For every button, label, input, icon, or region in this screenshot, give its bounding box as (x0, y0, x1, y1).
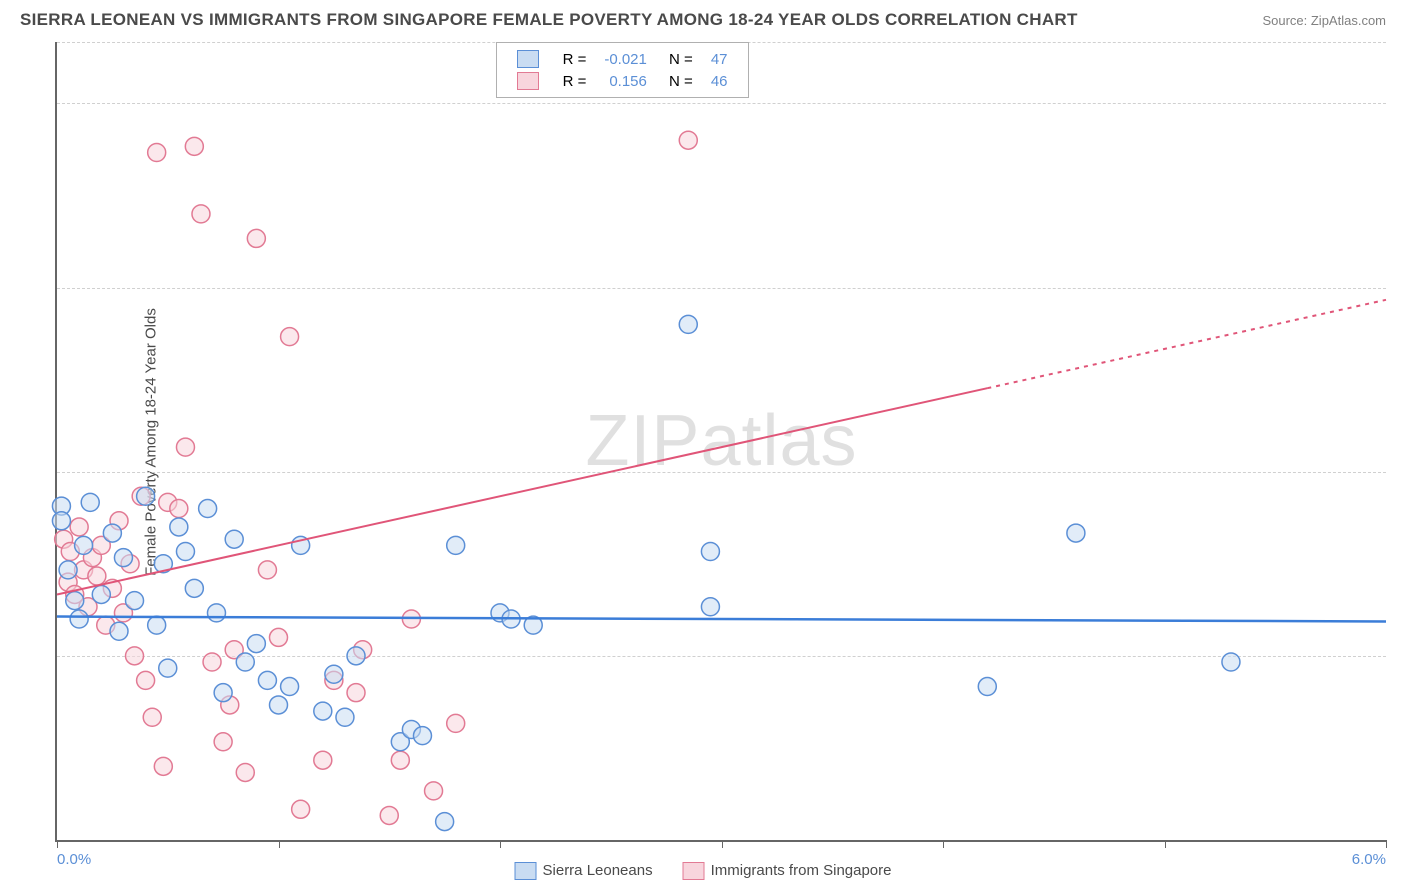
chart-area: Female Poverty Among 18-24 Year Olds ZIP… (55, 42, 1386, 842)
r-value-2: 0.156 (596, 71, 655, 91)
correlation-legend: R =-0.021 N =47 R =0.156 N =46 (496, 42, 749, 98)
legend-swatch-pink-icon (683, 862, 705, 880)
chart-title: SIERRA LEONEAN VS IMMIGRANTS FROM SINGAP… (20, 10, 1078, 30)
source-credit: Source: ZipAtlas.com (1262, 13, 1386, 28)
x-max-label: 6.0% (1352, 851, 1386, 868)
swatch-blue-icon (517, 50, 539, 68)
legend-label-1: Sierra Leoneans (543, 862, 653, 879)
legend-label-2: Immigrants from Singapore (711, 862, 892, 879)
n-value-2: 46 (703, 71, 736, 91)
n-value-1: 47 (703, 49, 736, 69)
scatter-canvas (57, 42, 1386, 840)
r-value-1: -0.021 (596, 49, 655, 69)
x-min-label: 0.0% (57, 851, 91, 868)
legend-swatch-blue-icon (515, 862, 537, 880)
plot-region: ZIPatlas 15.0%30.0%45.0%60.0% R =-0.021 … (55, 42, 1386, 842)
series-legend: Sierra Leoneans Immigrants from Singapor… (515, 862, 892, 880)
swatch-pink-icon (517, 72, 539, 90)
